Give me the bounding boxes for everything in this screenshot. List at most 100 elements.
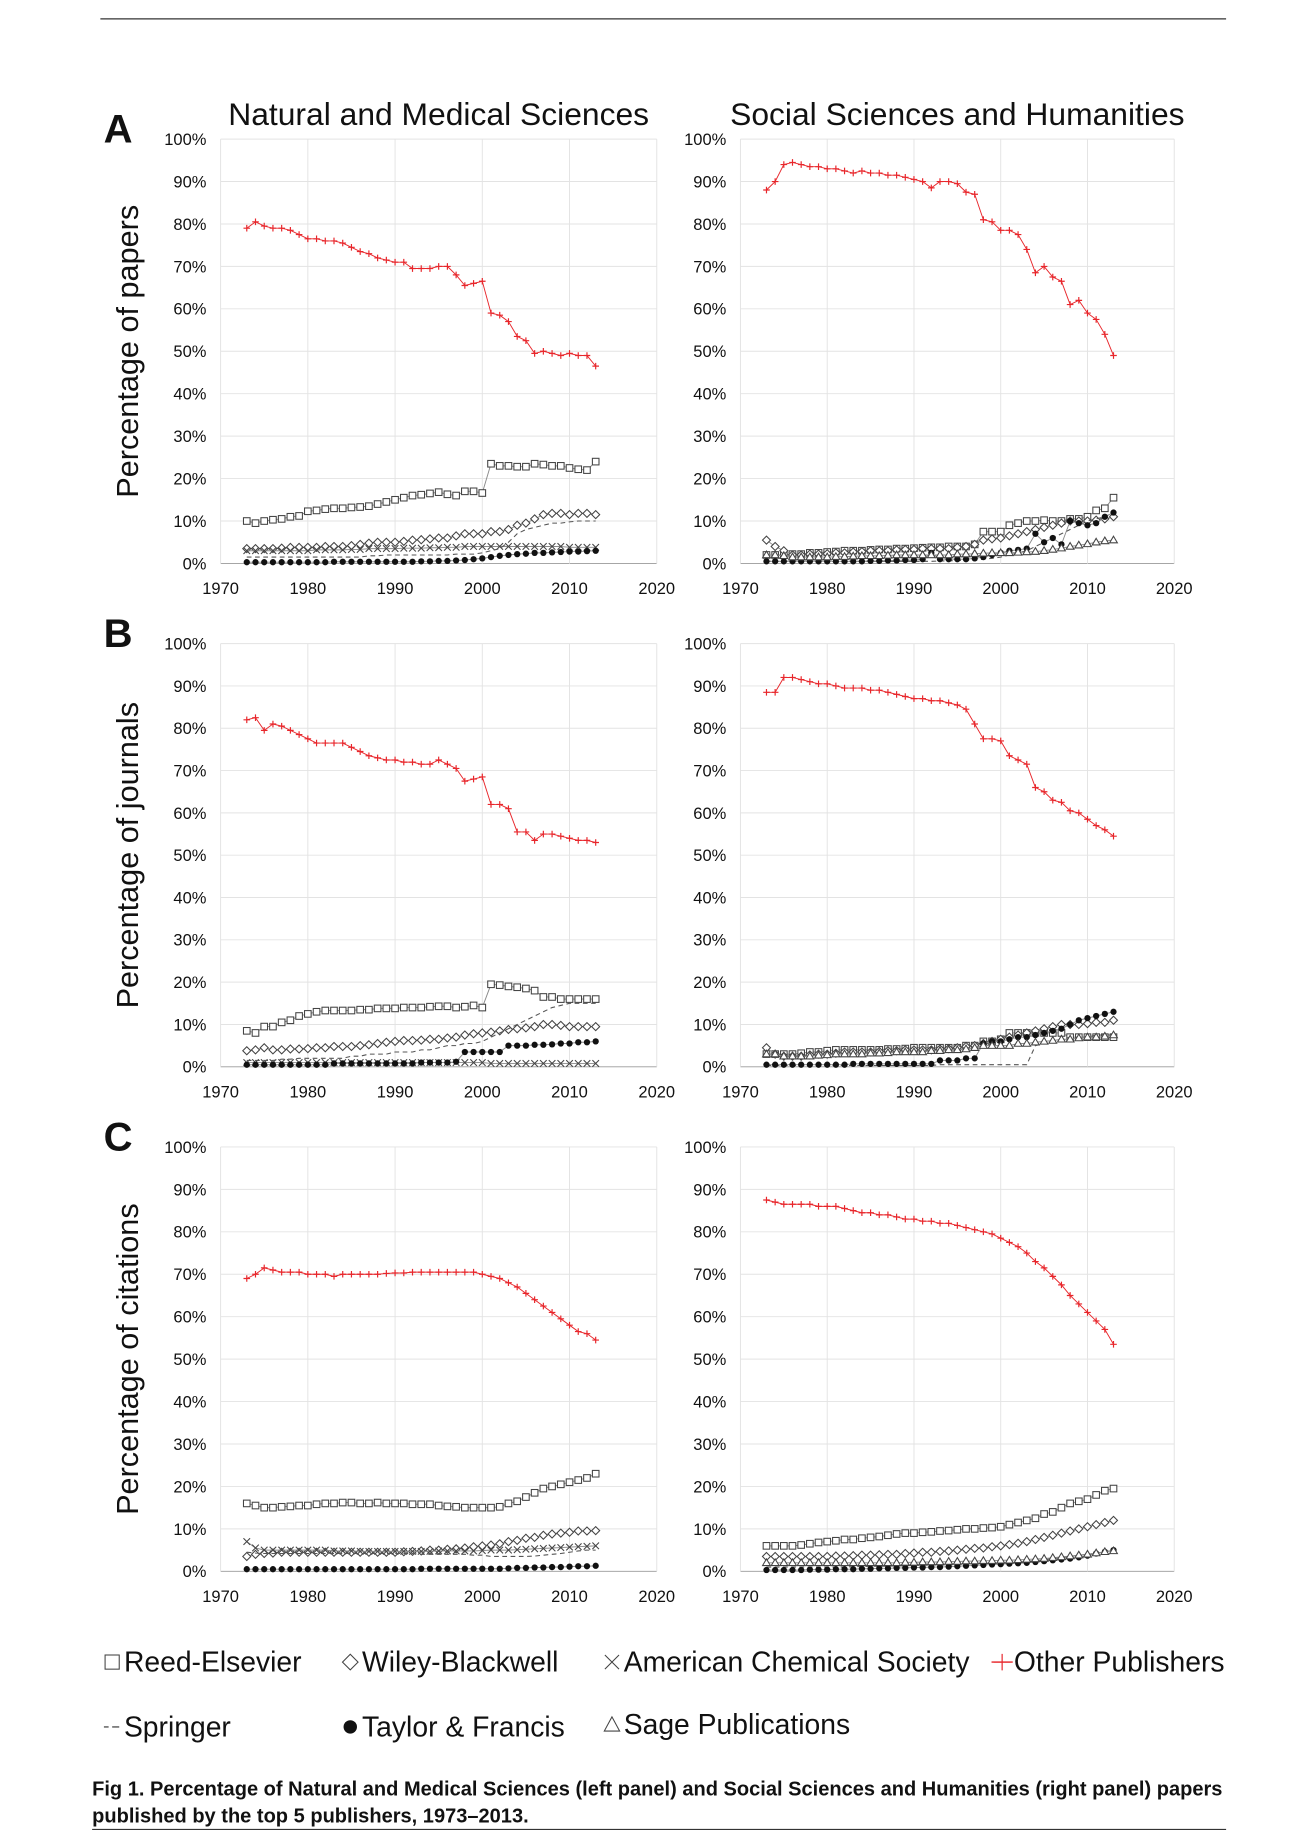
y-tick-label: 40%	[173, 889, 206, 907]
marker-plus	[426, 760, 434, 768]
y-tick-label: 90%	[173, 173, 206, 191]
y-tick-label: 70%	[693, 762, 726, 780]
marker-diamond	[969, 539, 980, 550]
marker-triangle	[805, 1051, 815, 1060]
marker-plus	[1023, 1249, 1031, 1257]
marker-square	[304, 507, 312, 516]
marker-square	[426, 1500, 434, 1509]
marker-x	[330, 546, 338, 554]
marker-square	[591, 1469, 600, 1478]
marker-plus	[269, 720, 277, 728]
marker-square	[522, 984, 530, 993]
marker-square	[910, 1529, 918, 1537]
marker-triangle	[978, 548, 989, 557]
marker-diamond	[416, 534, 426, 545]
marker-square	[277, 1018, 286, 1027]
marker-triangle	[874, 1048, 885, 1057]
marker-diamond	[468, 1541, 479, 1552]
marker-triangle	[1030, 1554, 1041, 1563]
marker-dot	[780, 558, 787, 565]
marker-plus	[557, 832, 565, 840]
marker-diamond	[547, 508, 557, 519]
marker-x	[321, 546, 329, 554]
marker-plus	[928, 1217, 935, 1225]
marker-plus	[954, 180, 961, 187]
marker-dot	[557, 1040, 564, 1047]
marker-triangle	[969, 1042, 980, 1051]
marker-plus	[936, 697, 944, 705]
marker-triangle	[1073, 1550, 1084, 1559]
marker-dot	[763, 1566, 770, 1574]
marker-dot	[357, 1060, 364, 1067]
marker-diamond	[564, 1527, 575, 1538]
marker-square	[788, 1542, 797, 1550]
marker-plus	[884, 1211, 892, 1219]
marker-square	[1022, 517, 1031, 525]
marker-plus	[531, 837, 538, 844]
marker-plus	[858, 684, 866, 692]
marker-triangle	[935, 550, 945, 559]
marker-diamond	[276, 1547, 287, 1557]
marker-diamond	[311, 1547, 322, 1557]
marker-square	[330, 1006, 338, 1015]
marker-plus	[566, 834, 573, 842]
y-tick-label: 10%	[173, 1521, 206, 1539]
marker-diamond	[276, 543, 287, 553]
legend-label: Sage Publications	[624, 1708, 850, 1740]
marker-plus	[470, 1268, 477, 1276]
marker-triangle	[1108, 535, 1119, 544]
marker-diamond	[503, 524, 514, 535]
marker-triangle	[1100, 1031, 1110, 1040]
marker-dot	[365, 1060, 373, 1067]
marker-triangle	[961, 549, 971, 558]
marker-diamond	[538, 1019, 549, 1030]
marker-plus	[426, 1268, 434, 1276]
y-tick-label: 100%	[164, 131, 207, 149]
x-tick-label: 2010	[1069, 1083, 1106, 1101]
marker-square	[321, 1006, 330, 1015]
marker-plus	[780, 1200, 788, 1208]
marker-diamond	[425, 1034, 435, 1045]
marker-x	[251, 1544, 260, 1552]
marker-dot	[505, 1042, 512, 1049]
marker-square	[365, 502, 373, 510]
marker-triangle	[987, 547, 997, 557]
marker-triangle	[987, 1555, 997, 1564]
marker-plus	[496, 311, 504, 319]
marker-diamond	[407, 1035, 418, 1046]
marker-x	[382, 544, 391, 553]
marker-x	[548, 1059, 556, 1068]
marker-square	[443, 490, 452, 499]
marker-x	[452, 1547, 460, 1555]
marker-plus	[780, 161, 788, 168]
marker-dot	[1093, 520, 1100, 527]
marker-plus	[910, 176, 918, 183]
marker-square	[399, 1499, 408, 1508]
marker-square	[461, 1002, 469, 1011]
marker-plus	[1058, 1281, 1065, 1289]
marker-dot	[322, 1061, 329, 1068]
marker-square	[901, 1529, 910, 1537]
marker-diamond	[329, 1547, 339, 1557]
panel-title: Natural and Medical Sciences	[228, 96, 649, 132]
marker-diamond	[433, 1034, 444, 1045]
marker-square	[927, 1528, 936, 1536]
marker-plus	[815, 680, 822, 688]
marker-plus	[313, 739, 320, 747]
marker-diamond	[276, 1045, 287, 1055]
marker-plus	[417, 1268, 425, 1276]
marker-triangle	[848, 551, 859, 560]
marker-x	[321, 1546, 329, 1554]
marker-dot	[936, 1563, 944, 1571]
marker-square	[391, 495, 399, 504]
series-line	[246, 221, 597, 367]
marker-x	[496, 1059, 504, 1068]
marker-diamond	[978, 535, 989, 545]
marker-plus	[409, 758, 416, 766]
marker-triangle	[978, 1555, 989, 1564]
marker-square	[996, 1522, 1005, 1531]
marker-plus	[980, 216, 987, 224]
marker-plus	[971, 1226, 978, 1234]
x-tick-label: 1980	[289, 1588, 326, 1606]
marker-plus	[1049, 273, 1057, 281]
